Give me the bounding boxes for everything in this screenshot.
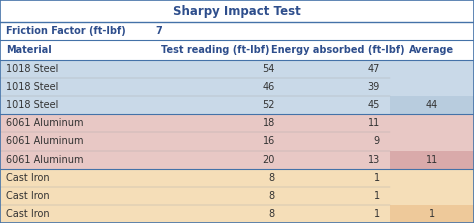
- Bar: [0, 0, 474, 22]
- Bar: [0, 22, 474, 40]
- Bar: [0, 132, 390, 151]
- Text: Material: Material: [6, 45, 52, 55]
- Bar: [0, 205, 390, 223]
- Text: 13: 13: [368, 155, 380, 165]
- Text: 1: 1: [374, 173, 380, 183]
- Text: 8: 8: [269, 191, 275, 201]
- Text: 47: 47: [368, 64, 380, 74]
- Bar: [0, 60, 390, 78]
- Text: 8: 8: [269, 209, 275, 219]
- Text: 7: 7: [155, 26, 162, 36]
- Bar: [0, 114, 390, 132]
- Text: 9: 9: [374, 136, 380, 147]
- Text: Sharpy Impact Test: Sharpy Impact Test: [173, 4, 301, 17]
- Text: Cast Iron: Cast Iron: [6, 209, 50, 219]
- Text: 11: 11: [426, 155, 438, 165]
- Bar: [390, 187, 474, 205]
- Text: 6061 Aluminum: 6061 Aluminum: [6, 136, 83, 147]
- Bar: [0, 151, 390, 169]
- Text: 11: 11: [368, 118, 380, 128]
- Text: 44: 44: [426, 100, 438, 110]
- Text: Test reading (ft-lbf): Test reading (ft-lbf): [161, 45, 269, 55]
- Bar: [0, 40, 474, 60]
- Text: 45: 45: [368, 100, 380, 110]
- Text: 1: 1: [374, 191, 380, 201]
- Bar: [0, 96, 390, 114]
- Text: 16: 16: [263, 136, 275, 147]
- Bar: [390, 114, 474, 132]
- Text: Cast Iron: Cast Iron: [6, 191, 50, 201]
- Text: 1018 Steel: 1018 Steel: [6, 82, 58, 92]
- Text: Friction Factor (ft-lbf): Friction Factor (ft-lbf): [6, 26, 126, 36]
- Text: 52: 52: [263, 100, 275, 110]
- Bar: [390, 78, 474, 96]
- Text: 39: 39: [368, 82, 380, 92]
- Text: Energy absorbed (ft-lbf): Energy absorbed (ft-lbf): [271, 45, 404, 55]
- Bar: [0, 78, 390, 96]
- Text: 46: 46: [263, 82, 275, 92]
- Bar: [390, 151, 474, 169]
- Text: 1018 Steel: 1018 Steel: [6, 100, 58, 110]
- Bar: [0, 187, 390, 205]
- Text: 6061 Aluminum: 6061 Aluminum: [6, 155, 83, 165]
- Bar: [390, 96, 474, 114]
- Text: 18: 18: [263, 118, 275, 128]
- Text: 1018 Steel: 1018 Steel: [6, 64, 58, 74]
- Text: Cast Iron: Cast Iron: [6, 173, 50, 183]
- Bar: [0, 169, 390, 187]
- Text: 1: 1: [374, 209, 380, 219]
- Bar: [390, 169, 474, 187]
- Text: 8: 8: [269, 173, 275, 183]
- Text: 20: 20: [263, 155, 275, 165]
- Bar: [390, 132, 474, 151]
- Bar: [390, 60, 474, 78]
- Bar: [390, 205, 474, 223]
- Text: Average: Average: [410, 45, 455, 55]
- Text: 54: 54: [263, 64, 275, 74]
- Text: 1: 1: [429, 209, 435, 219]
- Text: 6061 Aluminum: 6061 Aluminum: [6, 118, 83, 128]
